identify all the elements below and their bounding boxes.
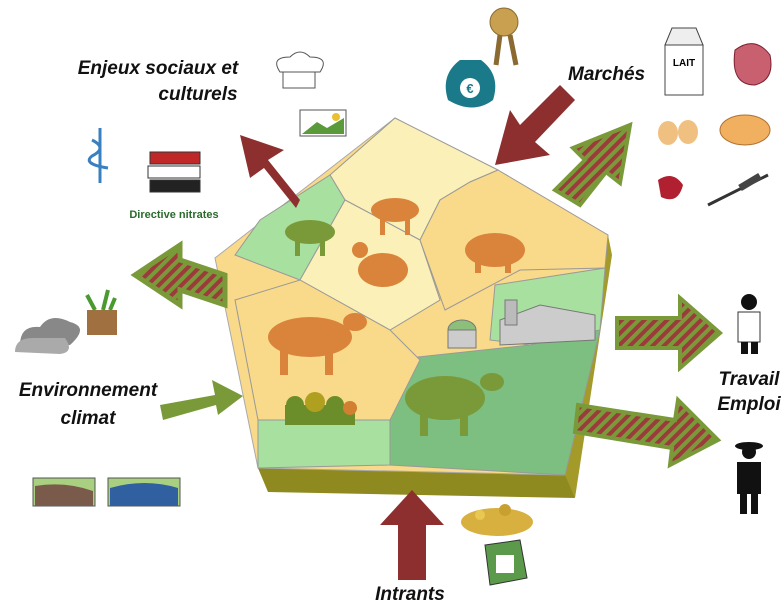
arrow-markets-out [551, 121, 633, 208]
plate-front [258, 468, 575, 498]
field [257, 419, 391, 469]
arrow-markets-in [495, 85, 575, 165]
label-social: Enjeux sociaux et [78, 58, 239, 79]
label-inputs: Intrants [375, 584, 445, 603]
label-directive: Directive nitrates [129, 209, 218, 221]
arrow-work-1 [615, 293, 724, 373]
label-social: culturels [158, 84, 237, 105]
animals [268, 198, 525, 375]
label-work: Emploi [717, 394, 781, 415]
farm-buildings [447, 299, 596, 349]
arrow-work-2 [572, 395, 722, 469]
icons [15, 7, 772, 586]
arrow-environment-in [160, 380, 243, 420]
cows-green [285, 220, 504, 436]
label-work: Travail [719, 369, 781, 390]
label-markets: Marchés [568, 64, 645, 85]
arrow-environment-out [130, 240, 228, 310]
euro-sign: € [466, 81, 473, 96]
milk-label: LAIT [673, 58, 695, 69]
arrow-inputs [380, 490, 444, 580]
trees [285, 392, 357, 425]
arrow-social [240, 135, 300, 208]
label-environment: Environnement [19, 380, 158, 401]
label-environment: climat [61, 408, 117, 429]
